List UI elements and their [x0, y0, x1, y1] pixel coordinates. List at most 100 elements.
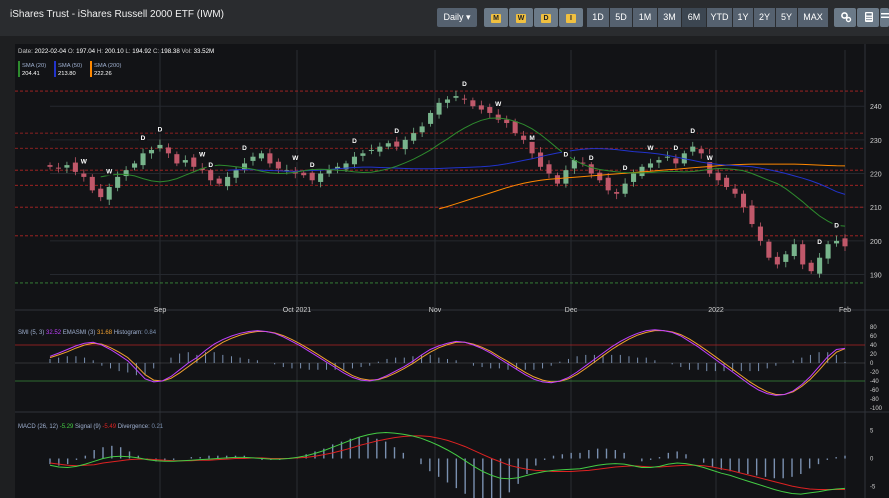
candle-body[interactable] — [791, 244, 797, 257]
candle-body[interactable] — [453, 96, 459, 98]
candle-body[interactable] — [622, 183, 628, 194]
candle-body[interactable] — [64, 165, 70, 168]
candle-body[interactable] — [673, 158, 679, 164]
candle-body[interactable] — [715, 172, 721, 181]
candle-body[interactable] — [241, 163, 248, 170]
candle-body[interactable] — [478, 105, 484, 110]
candle-body[interactable] — [47, 165, 53, 167]
candle-body[interactable] — [470, 100, 476, 107]
candle-body[interactable] — [225, 176, 231, 187]
candle-body[interactable] — [698, 149, 704, 154]
candle-body[interactable] — [757, 226, 763, 241]
candle-body[interactable] — [647, 163, 654, 168]
candle-body[interactable] — [148, 149, 155, 154]
candle-body[interactable] — [208, 170, 214, 181]
candle-body[interactable] — [749, 205, 755, 225]
candle-body[interactable] — [368, 149, 374, 151]
candle-body[interactable] — [115, 176, 121, 188]
candle-body[interactable] — [588, 164, 594, 174]
candle-body[interactable] — [690, 146, 696, 152]
candle-body[interactable] — [546, 164, 552, 174]
monthly-signal-button[interactable]: M — [484, 8, 508, 27]
candle-body[interactable] — [842, 238, 848, 247]
candle-body[interactable] — [301, 172, 307, 176]
candle-body[interactable] — [631, 173, 637, 182]
candle-body[interactable] — [817, 257, 823, 274]
candle-body[interactable] — [504, 119, 510, 124]
range-button-1y[interactable]: 1Y — [733, 8, 753, 27]
candle-body[interactable] — [419, 126, 425, 133]
range-button-max[interactable]: MAX — [798, 8, 828, 27]
candle-body[interactable] — [318, 173, 324, 182]
candle-body[interactable] — [182, 160, 188, 163]
candle-body[interactable] — [275, 161, 281, 169]
candle-body[interactable] — [89, 176, 95, 191]
candle-body[interactable] — [563, 170, 569, 184]
candle-body[interactable] — [106, 187, 112, 200]
range-button-6m[interactable]: 6M — [682, 8, 706, 27]
calculator-button[interactable] — [857, 8, 879, 27]
candle-body[interactable] — [664, 156, 670, 158]
candle-body[interactable] — [766, 241, 772, 258]
candle-body[interactable] — [199, 168, 205, 171]
candle-body[interactable] — [800, 244, 806, 265]
candle-body[interactable] — [495, 114, 501, 120]
range-button-5y[interactable]: 5Y — [776, 8, 797, 27]
candle-body[interactable] — [554, 175, 560, 184]
candle-body[interactable] — [656, 160, 662, 163]
candle-body[interactable] — [360, 153, 366, 156]
candle-body[interactable] — [157, 144, 163, 149]
candle-body[interactable] — [165, 147, 171, 154]
candle-body[interactable] — [783, 254, 789, 262]
candle-body[interactable] — [98, 188, 104, 198]
candle-body[interactable] — [326, 170, 332, 174]
candle-body[interactable] — [284, 170, 290, 172]
range-button-2y[interactable]: 2Y — [754, 8, 775, 27]
candle-body[interactable] — [808, 262, 814, 272]
chart-area[interactable]: 190 200 210 220 230 240 Sep Oct 2021 Nov Dec 2022 F… — [15, 44, 889, 498]
range-button-ytd[interactable]: YTD — [707, 8, 732, 27]
candle-body[interactable] — [233, 170, 239, 178]
range-button-5d[interactable]: 5D — [610, 8, 632, 27]
candle-body[interactable] — [740, 193, 747, 208]
range-button-1m[interactable]: 1M — [633, 8, 657, 27]
candle-body[interactable] — [537, 152, 544, 167]
candle-body[interactable] — [81, 173, 87, 177]
candle-body[interactable] — [132, 163, 138, 168]
candle-body[interactable] — [724, 177, 730, 187]
settings-button[interactable] — [834, 8, 856, 27]
candle-body[interactable] — [191, 157, 197, 167]
candle-body[interactable] — [72, 162, 78, 172]
candle-body[interactable] — [335, 166, 341, 169]
range-button-3m[interactable]: 3M — [658, 8, 681, 27]
candle-body[interactable] — [444, 99, 451, 103]
candle-body[interactable] — [343, 163, 349, 170]
candle-body[interactable] — [55, 167, 61, 169]
candle-body[interactable] — [250, 156, 256, 161]
candle-body[interactable] — [774, 256, 780, 265]
candle-body[interactable] — [309, 172, 315, 181]
candle-body[interactable] — [385, 143, 391, 147]
candle-body[interactable] — [605, 177, 611, 191]
candle-body[interactable] — [825, 244, 831, 259]
candle-body[interactable] — [614, 192, 620, 194]
candle-body[interactable] — [123, 170, 129, 177]
daily-signal-button[interactable]: D — [534, 8, 558, 27]
candle-body[interactable] — [377, 146, 383, 152]
candle-body[interactable] — [487, 107, 493, 113]
candle-body[interactable] — [216, 178, 222, 184]
candle-body[interactable] — [140, 153, 146, 166]
candle-body[interactable] — [267, 153, 273, 164]
candle-body[interactable] — [580, 162, 586, 164]
interval-dropdown[interactable]: Daily ▾ — [437, 8, 477, 27]
candle-body[interactable] — [512, 121, 518, 134]
candle-body[interactable] — [461, 98, 467, 100]
candle-body[interactable] — [529, 140, 535, 154]
candle-body[interactable] — [428, 112, 434, 124]
candle-body[interactable] — [258, 153, 264, 159]
candle-body[interactable] — [732, 188, 738, 194]
candle-body[interactable] — [521, 135, 527, 140]
candle-body[interactable] — [351, 156, 358, 165]
candle-body[interactable] — [834, 240, 840, 244]
range-button-1d[interactable]: 1D — [587, 8, 609, 27]
